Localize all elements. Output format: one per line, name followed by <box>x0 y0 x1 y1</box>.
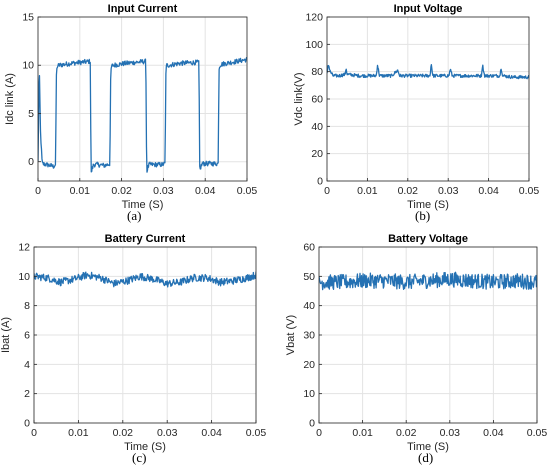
chart-2: 0 0.01 0.02 0.03 0.04 0.05 0 20 40 60 80 100 120 Inpu… <box>293 3 539 211</box>
y-tick-label: 20 <box>303 359 315 371</box>
y-tick-label: 10 <box>22 60 34 72</box>
x-tick-label: 0.02 <box>398 185 419 197</box>
chart-4: 0 0.01 0.02 0.03 0.04 0.05 0 10 20 30 40 50 60 Batter… <box>285 233 547 453</box>
sublabel-a: (a) <box>127 208 142 223</box>
x-tick-label: 0 <box>316 427 322 439</box>
x-tick-label: 0.05 <box>519 185 540 197</box>
y-tick-label: 60 <box>303 242 315 254</box>
y-axis-label: Ibat (A) <box>0 317 12 353</box>
series-line-1 <box>34 271 256 288</box>
x-tick-label: 0 <box>31 427 37 439</box>
x-tick-label: 0.02 <box>396 427 417 439</box>
sublabel-d: (d) <box>418 450 434 465</box>
y-tick-label: 20 <box>311 148 323 160</box>
x-tick-label: 0.04 <box>201 427 222 439</box>
x-tick-label: 0 <box>324 185 330 197</box>
x-tick-label: 0 <box>35 185 41 197</box>
y-tick-label: 40 <box>311 121 323 133</box>
y-tick-label: 0 <box>317 176 323 188</box>
chart-3: 0 0.01 0.02 0.03 0.04 0.05 0 2 4 6 8 10 12 Battery Cu… <box>0 233 266 453</box>
y-tick-label: 8 <box>24 300 30 312</box>
x-tick-label: 0.05 <box>527 427 548 439</box>
chart-title: Input Current <box>108 3 178 15</box>
y-tick-label: 12 <box>18 242 30 254</box>
x-tick-label: 0.03 <box>438 185 459 197</box>
y-tick-label: 0 <box>24 418 30 430</box>
x-tick-label: 0.04 <box>478 185 499 197</box>
x-axis-label: Time (S) <box>124 441 166 453</box>
y-tick-label: 30 <box>303 330 315 342</box>
y-tick-label: 0 <box>309 418 315 430</box>
y-tick-label: 40 <box>303 300 315 312</box>
x-axis-label: Time (S) <box>407 199 449 211</box>
chart-title: Battery Current <box>105 233 186 245</box>
x-tick-label: 0.01 <box>352 427 373 439</box>
x-tick-label: 0.03 <box>157 427 178 439</box>
series-line-1 <box>327 64 529 80</box>
x-tick-label: 0.04 <box>483 427 504 439</box>
y-tick-label: 50 <box>303 271 315 283</box>
chart-title: Battery Voltage <box>388 233 468 245</box>
y-axis-label: Vbat (V) <box>285 315 297 355</box>
y-tick-label: 2 <box>24 388 30 400</box>
x-tick-label: 0.02 <box>111 185 132 197</box>
series-line-1 <box>319 271 537 291</box>
y-tick-label: 80 <box>311 66 323 78</box>
y-tick-label: 0 <box>28 156 34 168</box>
y-tick-label: 100 <box>305 39 323 51</box>
sublabel-b: (b) <box>415 208 431 223</box>
y-axis-label: Vdc link(V) <box>293 72 305 125</box>
x-tick-label: 0.01 <box>357 185 378 197</box>
y-tick-label: 60 <box>311 94 323 106</box>
x-tick-label: 0.01 <box>70 185 91 197</box>
x-tick-label: 0.01 <box>68 427 89 439</box>
chart-title: Input Voltage <box>394 3 463 15</box>
y-tick-label: 4 <box>24 359 30 371</box>
axes-box <box>37 16 248 182</box>
y-tick-label: 120 <box>305 12 323 24</box>
x-tick-label: 0.04 <box>195 185 216 197</box>
chart-1: 0 0.01 0.02 0.03 0.04 0.05 0 5 10 15 Input Current… <box>4 3 257 211</box>
x-tick-label: 0.03 <box>153 185 174 197</box>
x-tick-label: 0.05 <box>246 427 267 439</box>
x-axis-label: Time (S) <box>407 441 449 453</box>
x-axis-label: Time (S) <box>122 199 164 211</box>
x-tick-label: 0.02 <box>113 427 134 439</box>
plot-area <box>38 17 247 181</box>
series-line-1 <box>38 57 247 173</box>
y-tick-label: 6 <box>24 330 30 342</box>
y-tick-label: 15 <box>22 12 34 24</box>
sublabel-c: (c) <box>132 450 147 465</box>
x-tick-label: 0.05 <box>237 185 258 197</box>
y-axis-label: Idc link (A) <box>4 73 16 125</box>
y-tick-label: 10 <box>18 271 30 283</box>
y-tick-label: 5 <box>28 108 34 120</box>
y-tick-label: 10 <box>303 388 315 400</box>
x-tick-label: 0.03 <box>440 427 461 439</box>
